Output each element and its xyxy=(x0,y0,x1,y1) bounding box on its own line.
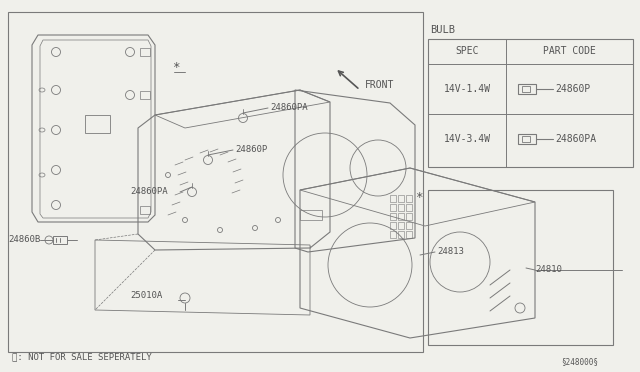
Bar xyxy=(406,204,412,211)
Bar xyxy=(390,231,396,238)
Text: ※: NOT FOR SALE SEPERATELY: ※: NOT FOR SALE SEPERATELY xyxy=(12,353,152,362)
Text: *: * xyxy=(172,61,179,74)
Bar xyxy=(406,222,412,229)
Text: 24860PA: 24860PA xyxy=(270,103,308,112)
Bar xyxy=(428,190,613,345)
Bar xyxy=(428,39,633,167)
Text: 14V-1.4W: 14V-1.4W xyxy=(444,84,490,94)
Bar xyxy=(140,91,150,99)
Text: 24860PA: 24860PA xyxy=(130,187,168,196)
Bar xyxy=(390,195,396,202)
Bar xyxy=(8,12,423,352)
Text: FRONT: FRONT xyxy=(365,80,394,90)
Bar xyxy=(406,231,412,238)
Bar xyxy=(406,195,412,202)
Bar xyxy=(398,222,404,229)
Text: 24860P: 24860P xyxy=(235,144,268,154)
Bar xyxy=(522,86,530,92)
Bar xyxy=(390,204,396,211)
Bar xyxy=(522,136,530,142)
Bar xyxy=(398,204,404,211)
Text: 14V-3.4W: 14V-3.4W xyxy=(444,134,490,144)
Bar xyxy=(398,195,404,202)
Text: 25010A: 25010A xyxy=(130,291,163,299)
Text: PART CODE: PART CODE xyxy=(543,46,595,56)
Bar xyxy=(398,213,404,220)
Bar xyxy=(140,48,150,56)
Bar xyxy=(398,231,404,238)
Bar xyxy=(300,210,322,220)
Text: SPEC: SPEC xyxy=(455,46,479,56)
Bar xyxy=(406,213,412,220)
Bar xyxy=(53,236,67,244)
Text: BULB: BULB xyxy=(430,25,455,35)
Text: 24810: 24810 xyxy=(535,266,562,275)
Text: 24813: 24813 xyxy=(437,247,464,256)
Bar xyxy=(390,213,396,220)
Bar xyxy=(518,84,536,94)
Bar xyxy=(518,134,536,144)
Bar xyxy=(140,206,150,214)
Text: 24860P: 24860P xyxy=(555,84,590,94)
Text: 24860B: 24860B xyxy=(8,235,40,244)
Text: 24860PA: 24860PA xyxy=(555,134,596,144)
Bar xyxy=(85,115,110,133)
Bar xyxy=(390,222,396,229)
Text: §248000§: §248000§ xyxy=(561,357,598,366)
Text: *: * xyxy=(415,192,422,205)
